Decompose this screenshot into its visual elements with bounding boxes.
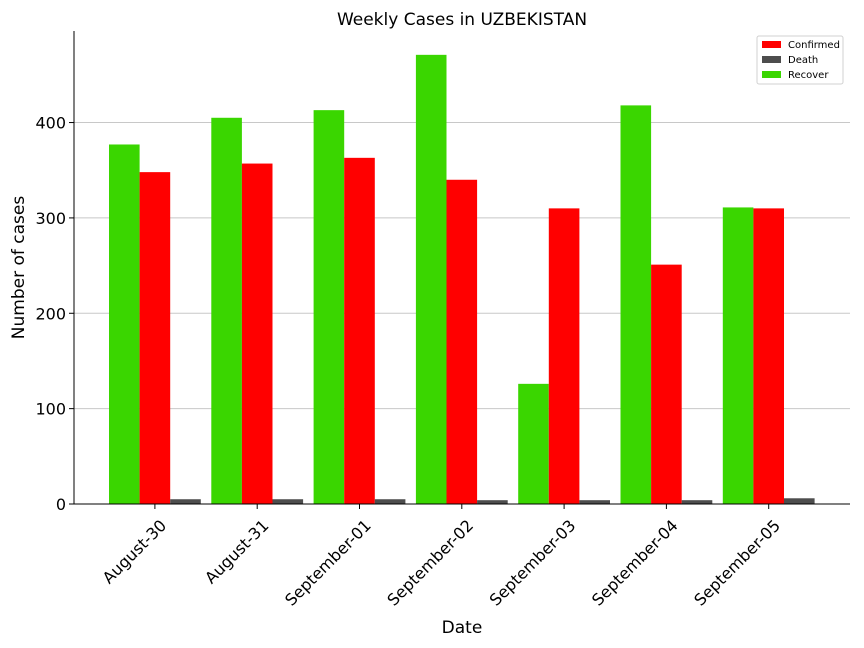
bar-confirmed-september-03[interactable] (548, 208, 580, 504)
x-tick-label: August-30 (99, 516, 171, 588)
bar-death-september-04[interactable] (681, 500, 713, 504)
x-tick-label: September-05 (690, 516, 784, 610)
x-tick-label: September-02 (383, 516, 477, 610)
bar-confirmed-september-01[interactable] (344, 157, 375, 505)
bar-recover-august-30[interactable] (109, 144, 140, 504)
bar-confirmed-august-31[interactable] (241, 163, 273, 504)
bar-recover-september-05[interactable] (722, 207, 754, 504)
y-tick-label: 0 (56, 495, 66, 514)
bar-death-september-02[interactable] (477, 500, 508, 504)
y-tick-label: 200 (35, 304, 66, 323)
x-tick-label: September-03 (486, 516, 580, 610)
bar-recover-september-03[interactable] (518, 383, 549, 504)
legend-label-death: Death (788, 55, 818, 66)
y-axis-title: Number of cases (9, 196, 29, 340)
legend-swatch-death (762, 56, 781, 63)
bar-death-september-01[interactable] (374, 499, 406, 504)
bar-confirmed-september-05[interactable] (753, 208, 784, 504)
legend-swatch-confirmed (762, 41, 781, 48)
x-tick-label: August-31 (201, 516, 273, 588)
bar-recover-august-31[interactable] (211, 117, 242, 504)
x-ticks: August-30 August-31 September-01 September-… (99, 504, 784, 610)
legend-swatch-recover (762, 71, 781, 78)
legend-label-recover: Recover (788, 70, 829, 81)
bar-death-september-05[interactable] (784, 498, 815, 504)
bar-death-september-03[interactable] (579, 500, 610, 504)
x-tick-label: September-01 (281, 516, 375, 610)
legend[interactable]: Confirmed Death Recover (756, 35, 844, 85)
y-ticks: 0 100 200 300 400 (35, 114, 74, 514)
bar-recover-september-01[interactable] (313, 110, 345, 504)
y-tick-label: 100 (35, 400, 66, 419)
bars (109, 54, 815, 505)
x-axis-title: Date (442, 618, 483, 638)
bar-confirmed-september-02[interactable] (446, 179, 478, 505)
bar-confirmed-september-04[interactable] (651, 264, 682, 504)
bar-confirmed-august-30[interactable] (139, 172, 171, 505)
bar-recover-september-04[interactable] (620, 105, 652, 505)
y-tick-label: 300 (35, 209, 66, 228)
y-tick-label: 400 (35, 114, 66, 133)
bar-death-august-30[interactable] (170, 499, 201, 504)
bar-death-august-31[interactable] (272, 499, 304, 504)
legend-label-confirmed: Confirmed (788, 40, 840, 51)
chart-title: Weekly Cases in UZBEKISTAN (337, 10, 587, 30)
bar-recover-september-02[interactable] (415, 54, 447, 504)
x-tick-label: September-04 (588, 516, 682, 610)
